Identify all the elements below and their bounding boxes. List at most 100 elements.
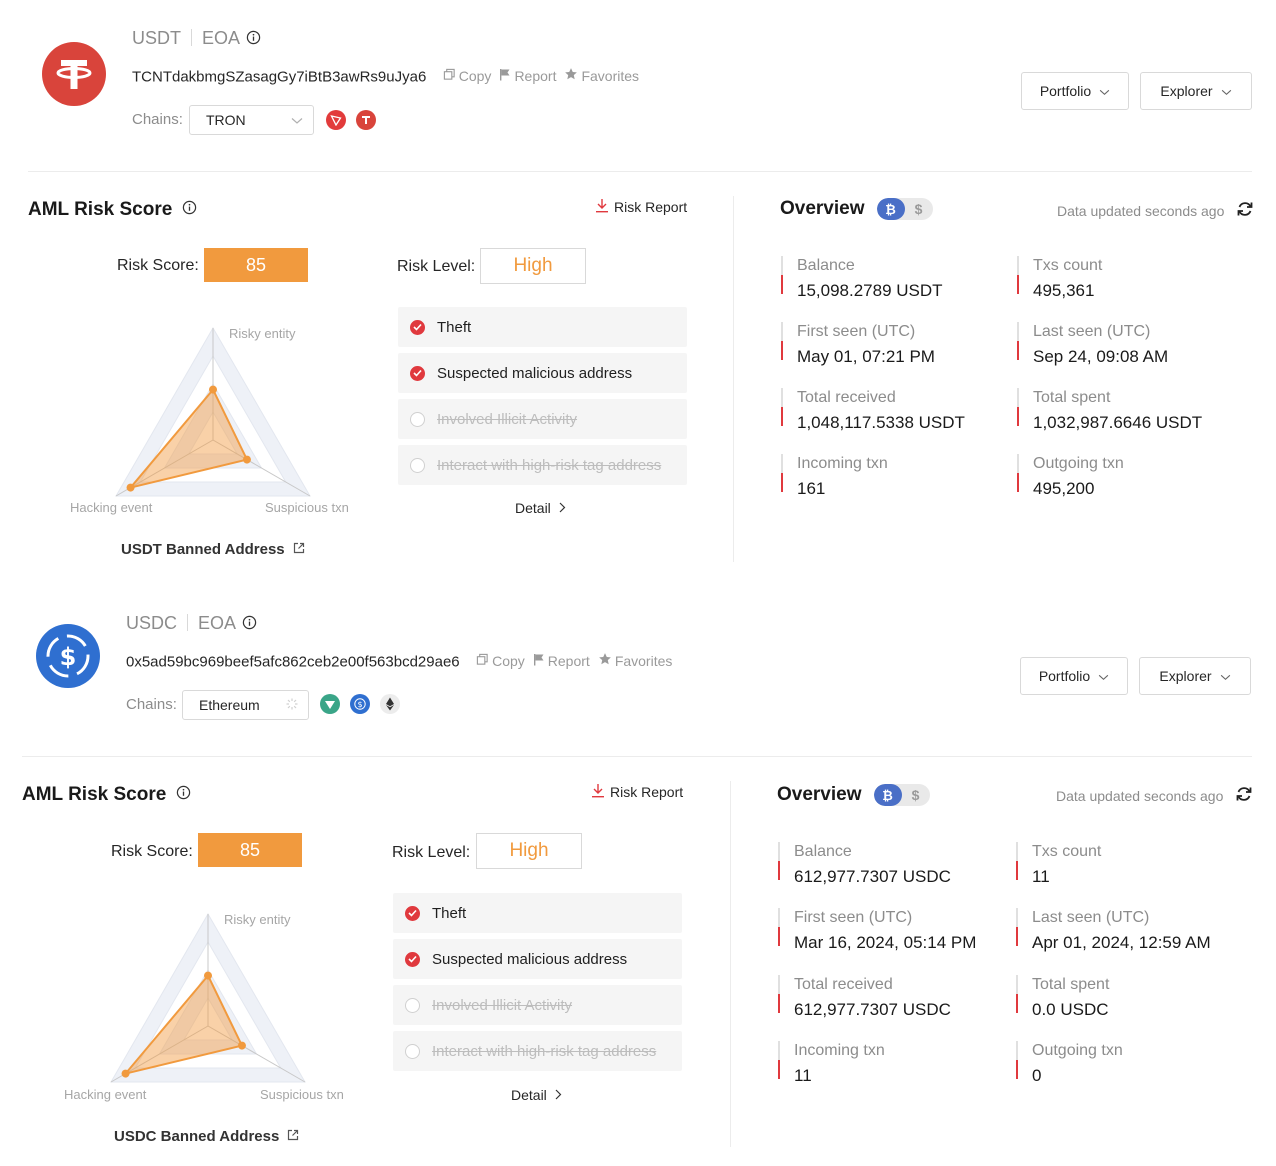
header-divider xyxy=(22,756,1252,757)
risk-tag-illicit-activity[interactable]: Involved Illicit Activity xyxy=(398,399,687,439)
risk-score-label: Risk Score: xyxy=(111,843,193,860)
radar-label-hacking-event: Hacking event xyxy=(70,500,153,515)
star-icon xyxy=(564,67,578,84)
risk-tag-theft[interactable]: Theft xyxy=(393,893,682,933)
radar-point-suspicious-txn xyxy=(237,1041,246,1050)
flag-icon xyxy=(499,68,511,84)
risk-tag-high-risk-interaction[interactable]: Interact with high-risk tag address xyxy=(398,445,687,485)
risk-level-label: Risk Level: xyxy=(397,258,476,275)
overview-title: Overview xyxy=(780,198,865,219)
info-icon[interactable] xyxy=(176,784,191,806)
copy-button[interactable]: Copy xyxy=(476,653,525,669)
radar-label-hacking-event: Hacking event xyxy=(64,1087,147,1102)
risk-tag-theft[interactable]: Theft xyxy=(398,307,687,347)
report-button[interactable]: Report xyxy=(499,68,556,84)
stat-balance: Balance 612,977.7307 USDC xyxy=(778,842,951,887)
currency-toggle[interactable]: ₿ $ xyxy=(876,198,933,220)
check-circle-icon xyxy=(405,951,420,967)
stat-outgoing-txn: Outgoing txn 0 xyxy=(1016,1041,1123,1086)
explorer-dropdown[interactable]: Explorer xyxy=(1140,72,1252,110)
risk-score-label: Risk Score: xyxy=(117,257,199,274)
stat-txs-count: Txs count 11 xyxy=(1016,842,1101,887)
risk-radar-chart xyxy=(110,912,306,1083)
currency-toggle[interactable]: ₿ $ xyxy=(873,784,930,806)
risk-tag-suspected-malicious[interactable]: Suspected malicious address xyxy=(398,353,687,393)
wallet-address: 0x5ad59bc969beef5afc862ceb2e00f563bcd29a… xyxy=(126,653,460,671)
risk-report-button[interactable]: Risk Report xyxy=(591,783,683,801)
copy-icon xyxy=(476,653,489,669)
stat-first-seen: First seen (UTC) Mar 16, 2024, 05:14 PM xyxy=(778,908,976,953)
radar-point-suspicious-txn xyxy=(242,455,251,464)
chains-label: Chains: xyxy=(132,111,183,128)
risk-tag-illicit-activity[interactable]: Involved Illicit Activity xyxy=(393,985,682,1025)
radar-label-suspicious-txn: Suspicious txn xyxy=(265,500,349,515)
favorites-button[interactable]: Favorites xyxy=(598,652,672,669)
radar-area xyxy=(127,387,249,490)
data-updated-text: Data updated seconds ago xyxy=(1057,202,1225,219)
empty-circle-icon xyxy=(410,457,425,473)
usdc-icon[interactable]: $ xyxy=(350,694,370,714)
refresh-icon[interactable] xyxy=(1236,200,1254,221)
risk-report-button[interactable]: Risk Report xyxy=(595,198,687,216)
stat-last-seen: Last seen (UTC) Apr 01, 2024, 12:59 AM xyxy=(1016,908,1211,953)
copy-button[interactable]: Copy xyxy=(443,68,491,84)
usdt-logo xyxy=(42,42,106,106)
radar-point-hacking-event xyxy=(126,483,135,492)
risk-tag-high-risk-interaction[interactable]: Interact with high-risk tag address xyxy=(393,1031,682,1071)
svg-text:$: $ xyxy=(357,700,362,709)
dollar-icon[interactable]: $ xyxy=(911,787,920,803)
tether-icon[interactable] xyxy=(356,110,376,130)
overview-title: Overview xyxy=(777,784,862,805)
download-icon xyxy=(591,783,605,801)
stat-total-received: Total received 1,048,117.5338 USDT xyxy=(781,388,965,433)
radar-point-risky-entity xyxy=(204,971,212,980)
stat-outgoing-txn: Outgoing txn 495,200 xyxy=(1017,454,1124,499)
portfolio-dropdown[interactable]: Portfolio xyxy=(1021,72,1129,110)
report-button[interactable]: Report xyxy=(533,653,590,669)
explorer-dropdown[interactable]: Explorer xyxy=(1139,657,1251,695)
panel-divider xyxy=(730,781,731,1147)
chain-select[interactable]: Ethereum xyxy=(182,690,309,720)
favorites-button[interactable]: Favorites xyxy=(564,67,639,84)
banned-address-link[interactable]: USDT Banned Address xyxy=(121,541,305,558)
stat-last-seen: Last seen (UTC) Sep 24, 09:08 AM xyxy=(1017,322,1168,367)
stat-incoming-txn: Incoming txn 161 xyxy=(781,454,888,499)
divider xyxy=(187,614,189,631)
divider xyxy=(191,29,192,46)
dollar-icon[interactable]: $ xyxy=(914,201,923,217)
check-circle-icon xyxy=(405,905,420,921)
external-link-icon xyxy=(293,541,305,558)
portfolio-dropdown[interactable]: Portfolio xyxy=(1020,657,1128,695)
tron-icon[interactable] xyxy=(326,110,346,130)
info-icon[interactable] xyxy=(246,30,261,50)
bitcoin-icon[interactable]: ₿ xyxy=(873,784,902,806)
risk-score-value: 85 xyxy=(204,248,308,282)
refresh-icon[interactable] xyxy=(1235,785,1253,806)
external-link-icon xyxy=(287,1128,299,1145)
stat-balance: Balance 15,098.2789 USDT xyxy=(781,256,943,301)
risk-tag-suspected-malicious[interactable]: Suspected malicious address xyxy=(393,939,682,979)
banned-address-link[interactable]: USDC Banned Address xyxy=(114,1128,299,1145)
copy-icon xyxy=(443,68,456,84)
stat-total-received: Total received 612,977.7307 USDC xyxy=(778,975,951,1020)
data-updated-text: Data updated seconds ago xyxy=(1056,787,1224,804)
ethereum-icon[interactable] xyxy=(380,694,400,714)
risk-level-label: Risk Level: xyxy=(392,844,471,861)
info-icon[interactable] xyxy=(182,199,197,221)
stat-total-spent: Total spent 0.0 USDC xyxy=(1016,975,1109,1020)
empty-circle-icon xyxy=(410,411,425,427)
tether-icon[interactable] xyxy=(320,694,340,714)
chain-select[interactable]: TRON xyxy=(189,105,314,135)
radar-label-suspicious-txn: Suspicious txn xyxy=(260,1087,344,1102)
detail-link[interactable]: Detail xyxy=(515,500,566,516)
chevron-right-icon xyxy=(555,1087,562,1103)
star-icon xyxy=(598,652,612,669)
bitcoin-icon[interactable]: ₿ xyxy=(876,198,905,220)
check-circle-icon xyxy=(410,319,425,335)
info-icon[interactable] xyxy=(242,615,257,635)
wallet-address: TCNTdakbmgSZasagGy7iBtB3awRs9uJya6 xyxy=(132,68,427,86)
aml-title: AML Risk Score xyxy=(22,784,167,805)
detail-link[interactable]: Detail xyxy=(511,1087,562,1103)
flag-icon xyxy=(533,653,545,669)
empty-circle-icon xyxy=(405,997,420,1013)
